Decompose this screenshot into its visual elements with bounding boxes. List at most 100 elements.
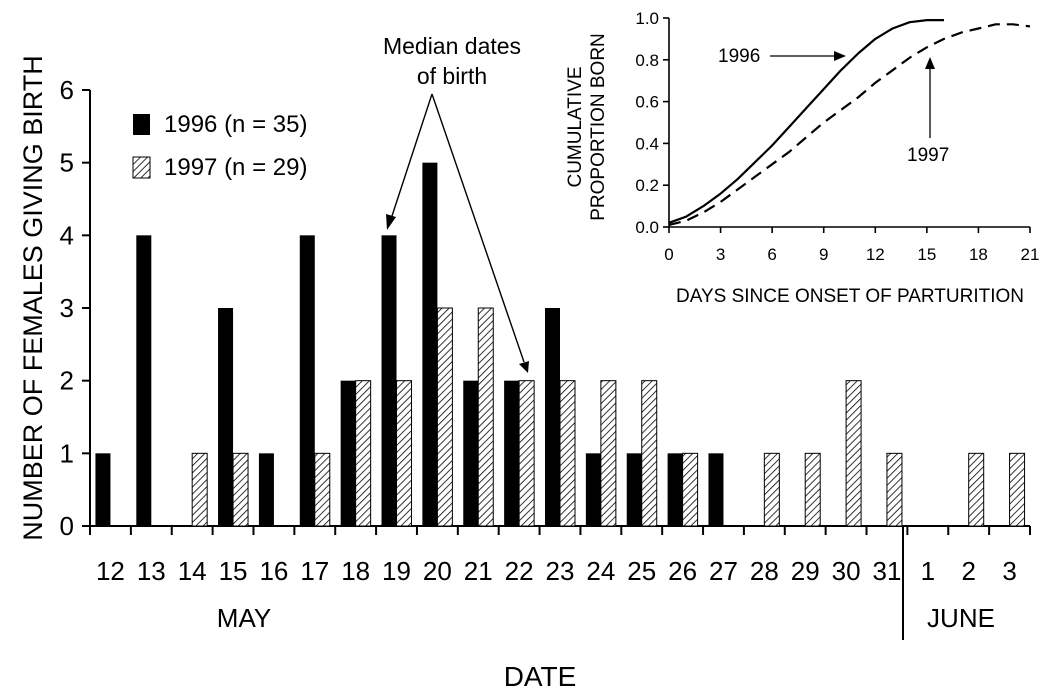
inset-x-tick-label: 3: [716, 245, 725, 264]
main-x-tick-label: 30: [832, 556, 861, 586]
legend-swatch-1997: [132, 156, 151, 179]
main-x-axis-title: DATE: [504, 661, 577, 691]
main-y-tick-label: 5: [60, 148, 74, 178]
main-x-tick-label: 28: [750, 556, 779, 586]
main-bars: [95, 162, 1026, 527]
median-annotation: Median dates of birth: [383, 33, 529, 373]
bar-1996-25: [626, 453, 642, 526]
inset-lines: [668, 19, 1031, 226]
inset-arrowhead-1997: [925, 57, 935, 69]
bar-1996-17: [299, 235, 315, 527]
inset-y-ticks: 0.0 0.2 0.4 0.6 0.8 1.0: [635, 9, 669, 237]
bar-1996-12: [95, 453, 111, 526]
bar-1997-3: [1009, 452, 1026, 527]
bar-1996-16: [258, 453, 274, 526]
inset-x-tick-label: 12: [866, 245, 885, 264]
inset-x-tick-label: 9: [819, 245, 828, 264]
annotation-line-2: of birth: [417, 63, 487, 89]
inset-y-axis-title-line-1: CUMULATIVE: [565, 66, 586, 187]
main-x-tick-label: 18: [341, 556, 370, 586]
main-x-tick-label: 24: [586, 556, 615, 586]
bar-1997-22: [518, 380, 535, 527]
bar-1997-15: [232, 452, 249, 527]
main-y-tick-label: 3: [60, 293, 74, 323]
bar-1997-21: [477, 307, 494, 527]
annotation-arrow-22: [431, 93, 525, 363]
main-x-tick-label: 17: [300, 556, 329, 586]
bar-1996-22: [504, 380, 520, 526]
main-x-tick-label: 27: [709, 556, 738, 586]
main-x-tick-label: 12: [96, 556, 125, 586]
main-x-tick-label: 15: [219, 556, 248, 586]
main-x-tick-label: 31: [872, 556, 901, 586]
month-label-june: JUNE: [927, 603, 995, 633]
main-y-tick-label: 0: [60, 511, 74, 541]
svg-text:1997 (n = 29): 1997 (n = 29): [164, 154, 307, 181]
bar-1997-19: [396, 380, 413, 527]
bar-1997-31: [886, 452, 903, 527]
inset-y-tick-label: 0.2: [635, 176, 659, 195]
main-x-tick-label: 2: [961, 556, 975, 586]
main-y-tick-label: 1: [60, 438, 74, 468]
bar-1996-13: [136, 235, 152, 527]
inset-label-1997: 1997: [907, 145, 949, 166]
inset-x-tick-label: 0: [664, 245, 673, 264]
main-y-axis-title: NUMBER OF FEMALES GIVING BIRTH: [18, 55, 48, 541]
bar-1997-29: [804, 452, 821, 527]
annotation-line-1: Median dates: [383, 33, 521, 59]
annotation-arrowhead-22: [519, 361, 529, 373]
main-x-tick-label: 26: [668, 556, 697, 586]
inset-label-1996: 1996: [718, 46, 760, 67]
annotation-arrowhead-19: [386, 214, 396, 230]
inset-line-1997: [668, 23, 1031, 226]
bar-1997-17: [314, 452, 331, 527]
inset-y-tick-label: 0.8: [635, 51, 659, 70]
main-y-tick-label: 6: [60, 75, 74, 105]
main-x-tick-label: 21: [464, 556, 493, 586]
bar-1997-26: [682, 452, 699, 527]
bar-1997-23: [559, 380, 576, 527]
main-x-tick-label: 14: [178, 556, 207, 586]
legend-label-1997: 1997: [164, 154, 217, 181]
main-x-tick-label: 13: [137, 556, 166, 586]
bar-1997-2: [968, 452, 985, 527]
bar-1997-28: [763, 452, 780, 527]
main-x-tick-label: 22: [505, 556, 534, 586]
inset-x-tick-label: 18: [969, 245, 988, 264]
inset-x-ticks: 0 3 6 9 12 15 18 21: [664, 227, 1039, 264]
main-x-tick-label: 23: [546, 556, 575, 586]
inset-line-chart: 0.0 0.2 0.4 0.6 0.8 1.0 0 3 6 9 12 15 18 21 DAYS SIN…: [565, 9, 1039, 307]
main-y-tick-label: 4: [60, 220, 74, 250]
inset-x-axis-title: DAYS SINCE ONSET OF PARTURITION: [676, 286, 1024, 307]
main-x-tick-label: 29: [791, 556, 820, 586]
main-y-ticks: 0 1 2 3 4 5 6: [60, 75, 90, 541]
main-x-ticks: 12 13 14 15 16 17 18 19 20 21 22 23 24 25 26 27 28 29 30 31…: [89, 526, 1031, 586]
bar-1996-15: [218, 308, 234, 526]
legend: 1996 (n = 35) 1997 (n = 29): [132, 111, 307, 181]
main-x-tick-label: 25: [627, 556, 656, 586]
main-x-tick-label: 16: [259, 556, 288, 586]
legend-swatch-1996: [133, 114, 150, 135]
inset-y-tick-label: 1.0: [635, 9, 659, 28]
inset-y-tick-label: 0.0: [635, 218, 659, 237]
main-x-tick-label: 19: [382, 556, 411, 586]
bar-1997-25: [641, 380, 658, 527]
bar-1997-30: [845, 380, 862, 527]
inset-x-tick-label: 21: [1021, 245, 1040, 264]
main-x-tick-label: 1: [921, 556, 935, 586]
inset-line-1996: [668, 19, 944, 224]
annotation-arrow-19: [390, 93, 433, 220]
bar-1996-20: [422, 162, 438, 526]
legend-n-1997: (n = 29): [224, 154, 307, 181]
month-label-may: MAY: [217, 603, 271, 633]
bar-1996-26: [667, 453, 683, 526]
bar-1996-24: [585, 453, 601, 526]
inset-y-tick-label: 0.6: [635, 93, 659, 112]
bar-1996-27: [708, 453, 724, 526]
legend-label-1996: 1996: [164, 111, 217, 138]
inset-y-axis-title-line-2: PROPORTION BORN: [588, 33, 609, 221]
main-y-tick-label: 2: [60, 366, 74, 396]
main-x-tick-label: 20: [423, 556, 452, 586]
